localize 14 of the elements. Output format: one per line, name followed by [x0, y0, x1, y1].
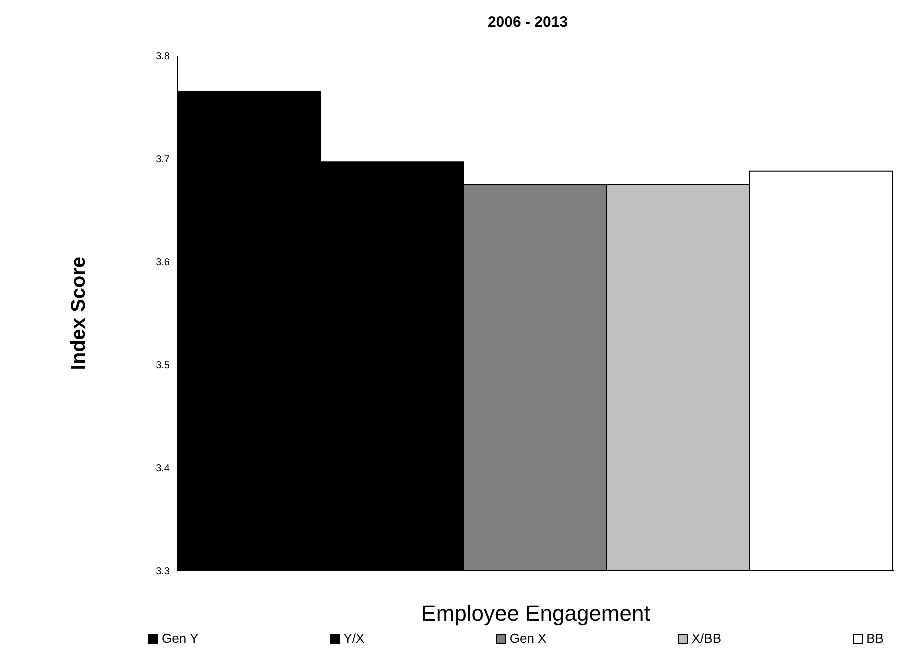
- legend-label: Gen Y: [162, 631, 199, 646]
- y-tick-label: 3.8: [156, 52, 170, 63]
- y-tick-label: 3.3: [156, 566, 170, 578]
- legend-label: X/BB: [692, 631, 722, 646]
- chart-title: 2006 - 2013: [486, 13, 570, 33]
- y-tick-label: 3.5: [156, 360, 170, 372]
- x-axis-title: Employee Engagement: [422, 601, 650, 626]
- y-tick-label: 3.6: [156, 258, 170, 269]
- legend-label: BB: [866, 631, 884, 646]
- legend-label: Y/X: [344, 631, 365, 646]
- y-tick-label: 3.4: [156, 464, 170, 475]
- legend-label: Gen X: [510, 631, 547, 646]
- y-tick-label: 3.7: [156, 154, 170, 166]
- y-axis-title: Index Score: [68, 256, 90, 370]
